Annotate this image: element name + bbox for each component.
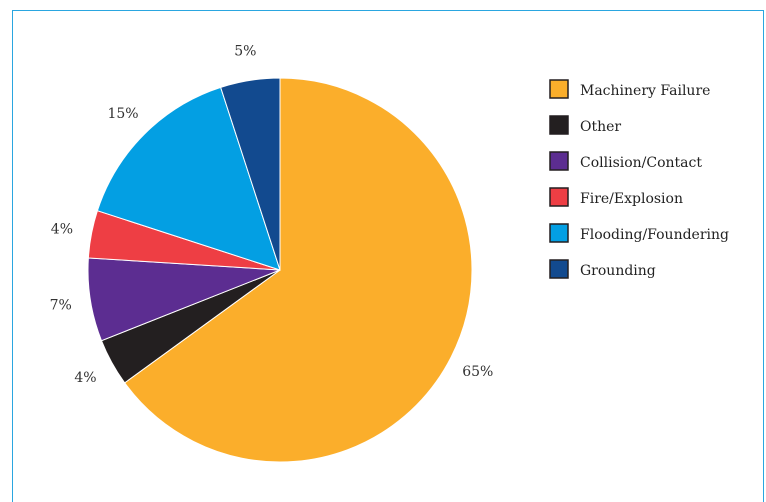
legend-swatch-flooding-foundering — [549, 223, 569, 243]
legend-swatch-machinery-failure — [549, 79, 569, 99]
pie-label-collision-contact: 7% — [50, 298, 72, 314]
legend-swatch-other — [549, 115, 569, 135]
pie-slice-grounding — [220, 77, 281, 271]
legend-label-grounding: Grounding — [580, 263, 656, 279]
legend-label-collision-contact: Collision/Contact — [580, 155, 702, 171]
legend-label-machinery-failure: Machinery Failure — [580, 83, 710, 99]
legend-swatch-collision-contact — [549, 151, 569, 171]
pie-label-fire-explosion: 4% — [51, 221, 73, 237]
pie-slices — [87, 77, 473, 463]
pie-slice-machinery-failure — [123, 77, 473, 463]
legend-label-fire-explosion: Fire/Explosion — [580, 191, 683, 207]
pie-label-machinery-failure: 65% — [462, 364, 493, 380]
pie-label-flooding-foundering: 15% — [107, 106, 138, 122]
chart-border — [12, 10, 764, 502]
pie-label-grounding: 5% — [234, 44, 256, 60]
pie-labels: 65% 4% 7% 4% 15% 5% — [50, 44, 494, 386]
legend-label-other: Other — [580, 119, 621, 135]
legend-swatch-fire-explosion — [549, 187, 569, 207]
legend: Machinery Failure Other Collision/Contact F… — [549, 79, 729, 279]
pie-label-other: 4% — [74, 370, 96, 386]
legend-label-flooding-foundering: Flooding/Foundering — [580, 227, 729, 243]
pie-slice-flooding-foundering — [96, 86, 281, 271]
legend-swatch-grounding — [549, 259, 569, 279]
